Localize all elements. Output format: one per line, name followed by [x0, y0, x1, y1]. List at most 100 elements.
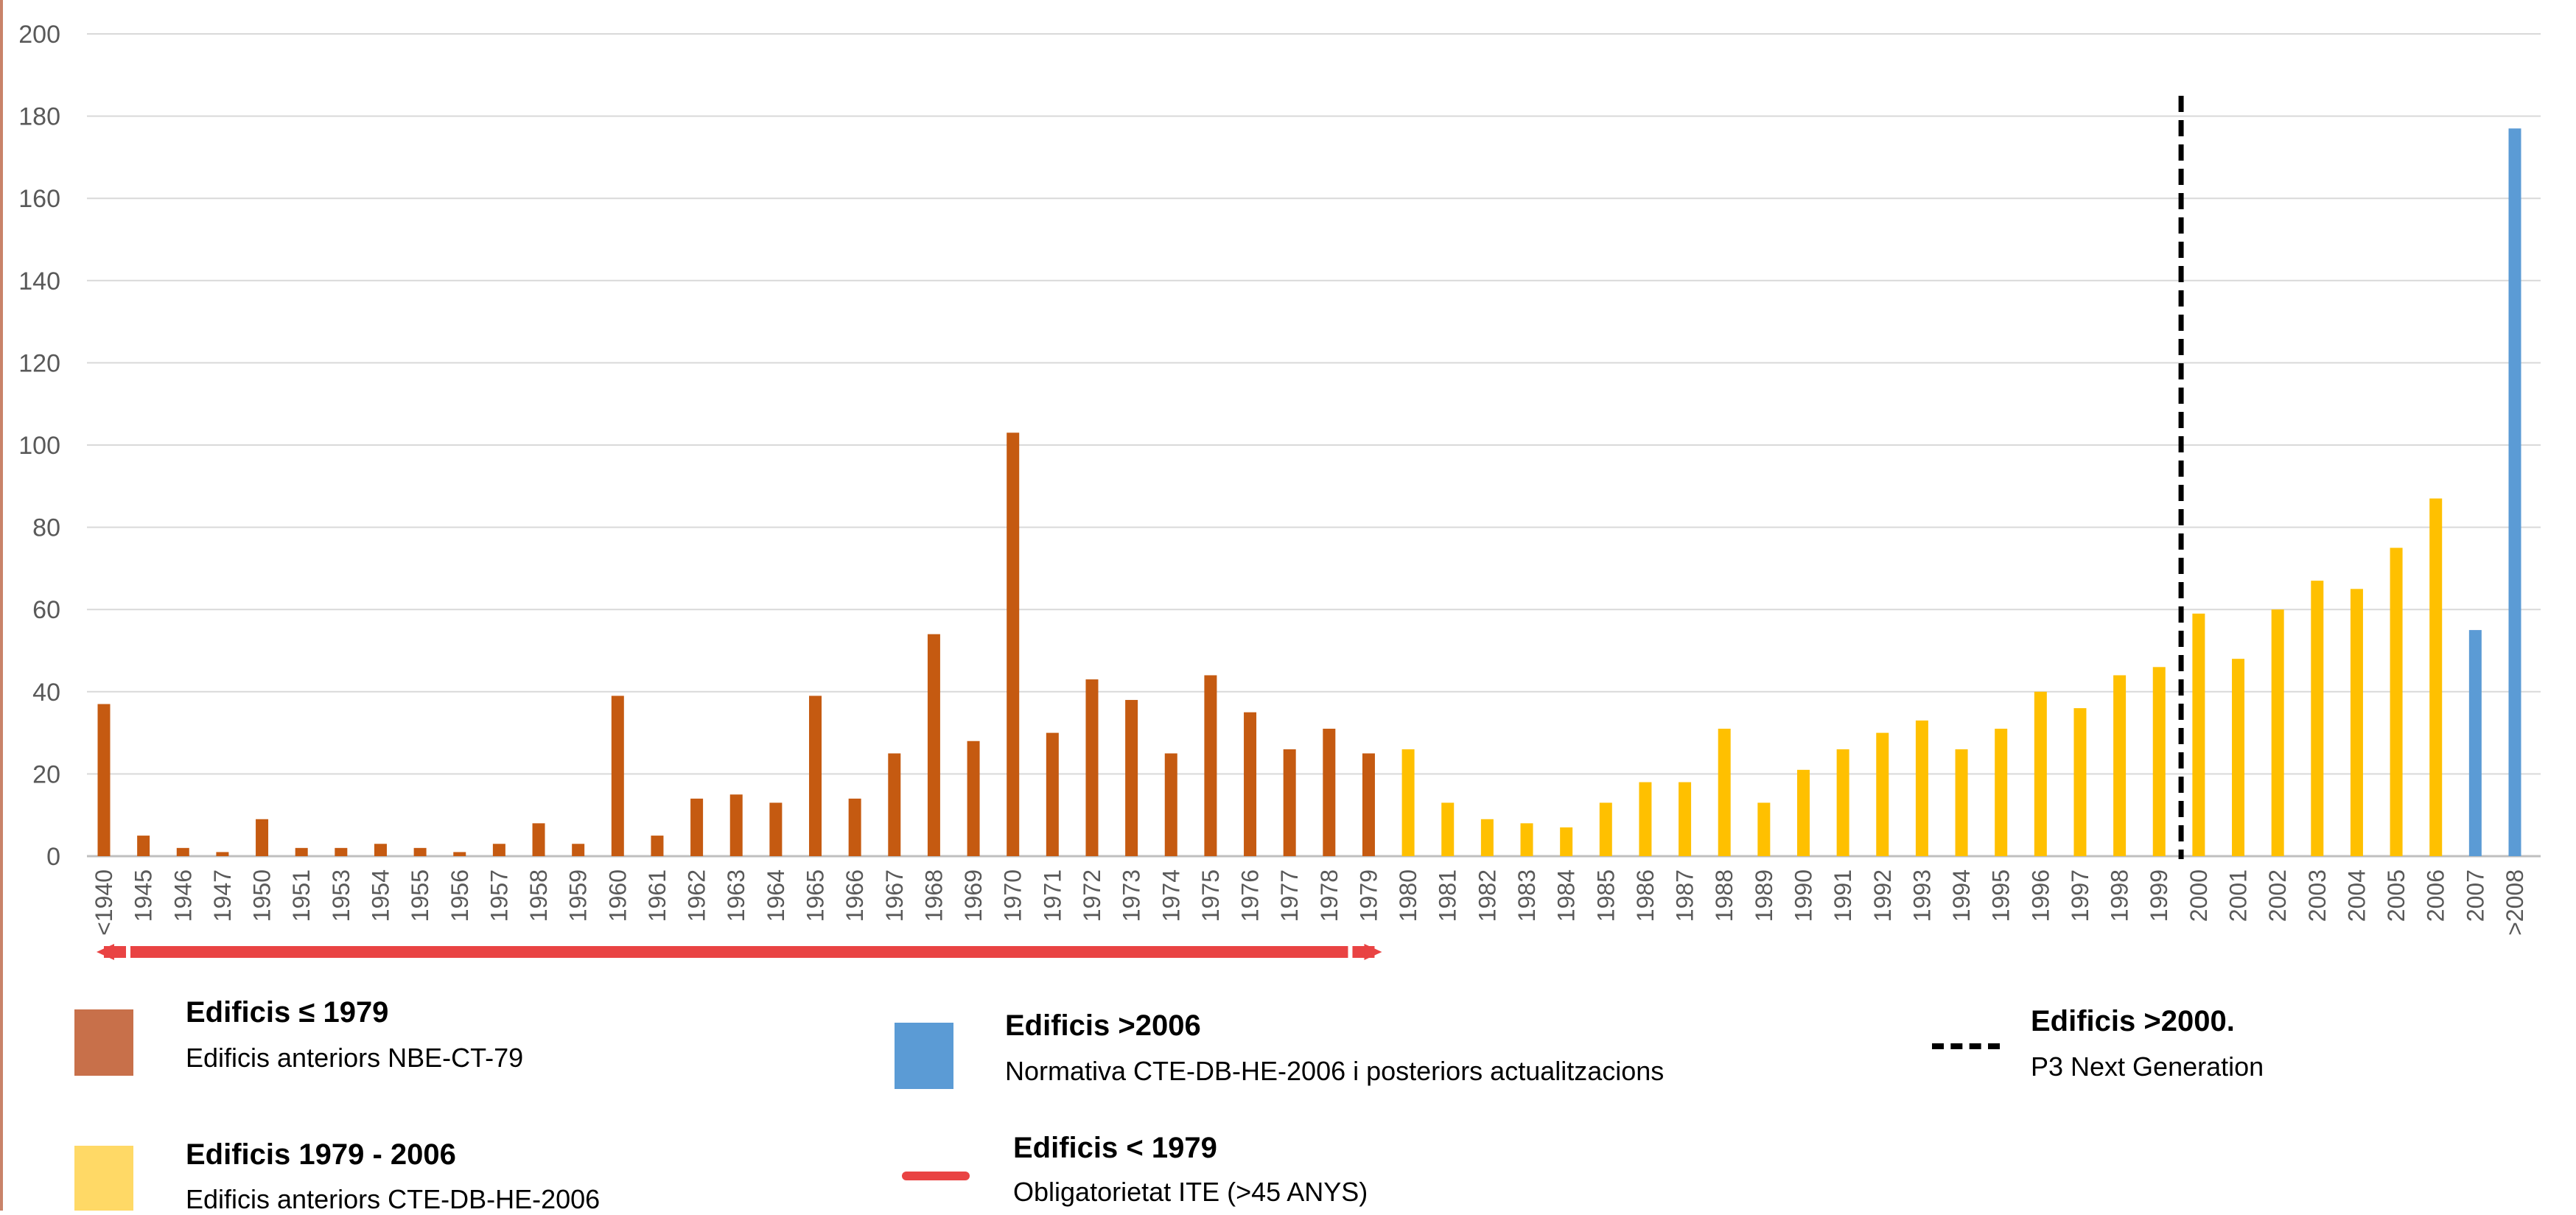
bar	[1283, 749, 1296, 856]
legend-subtitle-pre1979: Edificis anteriors NBE-CT-79	[186, 1043, 524, 1073]
x-tick-label: 2003	[2304, 869, 2331, 922]
x-tick-label: 1990	[1790, 869, 1816, 922]
x-tick-label: <1940	[91, 869, 117, 936]
bar	[1362, 753, 1375, 856]
x-tick-label: 1993	[1908, 869, 1935, 922]
bar	[1085, 679, 1099, 856]
bar	[1757, 802, 1771, 856]
bar	[216, 852, 229, 856]
bar	[97, 704, 111, 856]
x-tick-label: 1987	[1672, 869, 1698, 922]
x-tick-label: 1973	[1119, 869, 1145, 922]
x-tick-label: 1998	[2107, 869, 2133, 922]
y-tick-label: 140	[18, 267, 60, 295]
x-tick-label: 1960	[604, 869, 631, 922]
x-tick-label: 1994	[1948, 869, 1975, 922]
x-tick-label: 1992	[1869, 869, 1896, 922]
x-tick-label: 1971	[1039, 869, 1065, 922]
x-tick-label: 1947	[209, 869, 236, 922]
legend-swatch-mid	[74, 1146, 133, 1211]
bar	[1995, 729, 2008, 856]
bar	[1955, 749, 1968, 856]
bar	[2350, 589, 2363, 856]
y-tick-label: 100	[18, 432, 60, 460]
x-tick-label: 1985	[1592, 869, 1619, 922]
x-tick-label: 2007	[2462, 869, 2488, 922]
x-tick-label: 1964	[763, 869, 789, 922]
bar	[1480, 819, 1494, 856]
legend-dashed-line-icon	[1932, 1043, 2000, 1049]
x-tick-label: 1956	[447, 869, 473, 922]
x-tick-label: 2005	[2383, 869, 2409, 922]
y-tick-label: 80	[32, 514, 60, 542]
bar	[888, 753, 901, 856]
x-tick-label: 1968	[920, 869, 947, 922]
bar	[137, 836, 150, 856]
x-tick-label: 2002	[2264, 869, 2291, 922]
x-tick-label: 1963	[723, 869, 749, 922]
x-tick-label: 1980	[1395, 869, 1421, 922]
y-tick-label: 0	[46, 843, 60, 871]
bar	[2311, 581, 2324, 856]
x-tick-label: 1970	[1000, 869, 1026, 922]
x-tick-label: 1953	[328, 869, 354, 922]
legend-title-post2000: Edificis >2000.	[2031, 1005, 2235, 1037]
x-tick-label: 1962	[684, 869, 710, 922]
bar	[2468, 630, 2482, 856]
bar	[572, 844, 585, 856]
x-tick-label: 1958	[525, 869, 552, 922]
legend-subtitle-ite: Obligatorietat ITE (>45 ANYS)	[1013, 1177, 1368, 1207]
bar	[1599, 802, 1612, 856]
bar	[1520, 823, 1533, 856]
bar	[492, 844, 505, 856]
x-tick-label: 1951	[288, 869, 315, 922]
bar	[611, 696, 624, 856]
bar	[1836, 749, 1849, 856]
bar	[256, 819, 269, 856]
x-tick-label: >2008	[2502, 869, 2528, 936]
bar	[769, 802, 783, 856]
x-tick-label: 2000	[2185, 869, 2212, 922]
x-tick-label: 2001	[2225, 869, 2252, 922]
bar	[1401, 749, 1415, 856]
x-tick-label: 1999	[2146, 869, 2172, 922]
y-tick-label: 120	[18, 349, 60, 377]
x-tick-label: 1996	[2027, 869, 2054, 922]
x-tick-label: 1977	[1276, 869, 1303, 922]
range-notch	[1348, 945, 1353, 959]
x-tick-label: 1950	[249, 869, 276, 922]
legend-subtitle-post2006: Normativa CTE-DB-HE-2006 i posteriors ac…	[1005, 1056, 1665, 1086]
bar	[927, 634, 940, 856]
y-tick-label: 200	[18, 21, 60, 49]
bar	[1796, 769, 1810, 856]
y-tick-label: 40	[32, 679, 60, 707]
range-marker-bar	[104, 946, 1375, 958]
bar	[295, 847, 308, 856]
bar	[651, 836, 664, 856]
x-axis-ticks: <1940 1945 1946 1947 1950 1951 1953 1954 1955 195…	[91, 869, 2528, 936]
bar	[1560, 827, 1573, 856]
bar	[967, 740, 980, 856]
bar	[729, 794, 743, 856]
x-tick-label: 1982	[1474, 869, 1500, 922]
x-tick-label: 1946	[169, 869, 196, 922]
bar	[1125, 699, 1138, 856]
bar	[1244, 712, 1257, 856]
legend-red-line-icon	[902, 1172, 970, 1180]
x-tick-label: 1967	[881, 869, 908, 922]
bar	[1007, 433, 1020, 856]
x-tick-label: 1955	[407, 869, 433, 922]
legend-swatch-pre1979	[74, 1009, 133, 1076]
legend-title-pre1979: Edificis ≤ 1979	[186, 996, 389, 1029]
bar	[453, 852, 466, 856]
bar	[1679, 782, 1692, 856]
bar	[1164, 753, 1177, 856]
bar	[2152, 667, 2166, 856]
bar	[2034, 691, 2047, 856]
x-tick-label: 2004	[2343, 869, 2370, 922]
x-tick-label: 2006	[2423, 869, 2449, 922]
x-tick-label: 1989	[1751, 869, 1777, 922]
legend-swatch-post2006	[895, 1023, 953, 1089]
y-tick-label: 20	[32, 760, 60, 788]
